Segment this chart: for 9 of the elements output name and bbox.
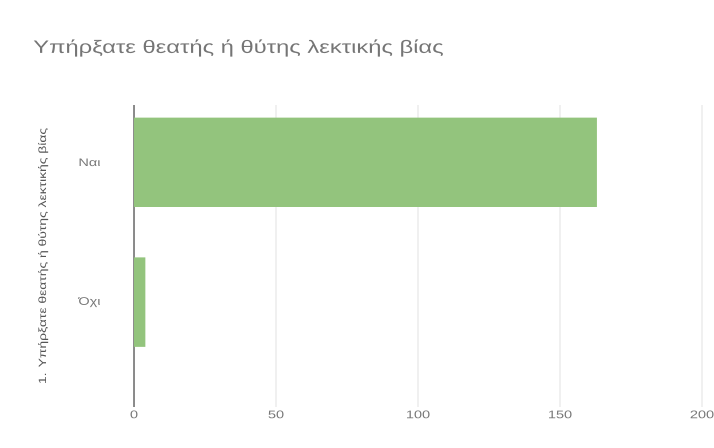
- x-tick-label: 50: [268, 410, 284, 418]
- x-tick-label: 150: [549, 410, 572, 418]
- y-axis-title: 1. Υπήρξατε θεατής ή θύτης λεκτικής βίας: [38, 128, 48, 383]
- y-tick-label: Ναι: [80, 158, 100, 166]
- x-tick-label: 0: [130, 410, 138, 418]
- x-tick-label: 100: [407, 410, 430, 418]
- y-tick-label: Όχι: [78, 297, 100, 308]
- x-tick-label: 200: [690, 410, 714, 418]
- chart-title: Υπήρξατε θεατής ή θύτης λεκτικής βίας: [34, 39, 443, 57]
